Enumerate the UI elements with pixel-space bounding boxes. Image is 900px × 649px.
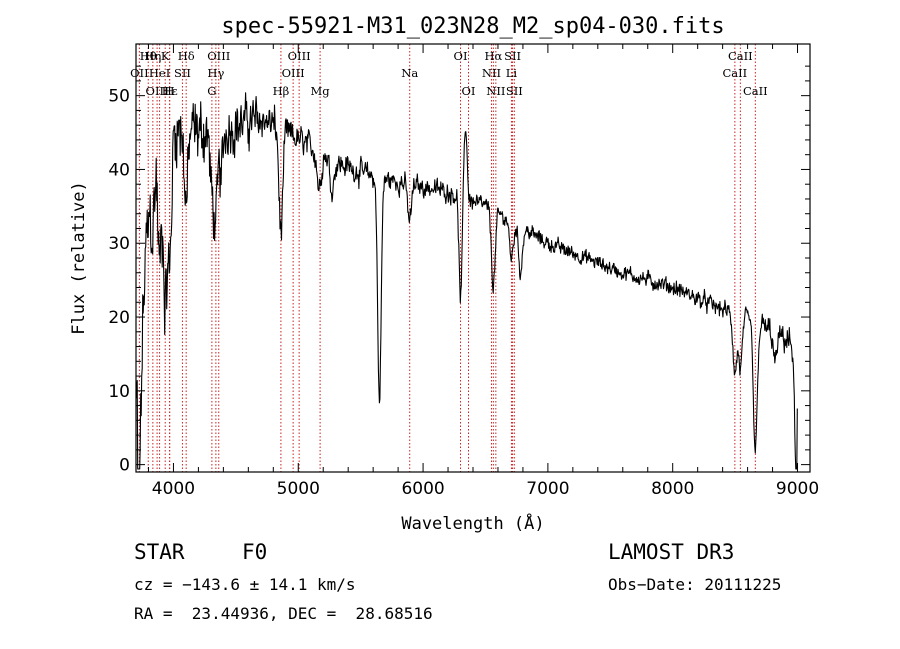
line-markers	[138, 44, 756, 472]
object-class: STAR	[134, 540, 185, 564]
line-label: OIII	[288, 49, 311, 63]
line-label: Hδ	[178, 49, 195, 63]
line-label: Li	[506, 66, 518, 80]
y-axis-label: Flux (relative)	[69, 181, 89, 335]
y-tick-label: 50	[108, 87, 130, 107]
line-label: Na	[401, 66, 418, 80]
line-label: OIII	[282, 66, 305, 80]
line-label: SII	[506, 84, 523, 98]
x-axis-label: Wavelength (Å)	[401, 512, 544, 534]
line-label: NII	[486, 84, 505, 98]
y-tick-label: 0	[119, 456, 130, 476]
line-label: CaII	[743, 84, 768, 98]
line-label: OIII	[146, 84, 169, 98]
line-label: NII	[482, 66, 501, 80]
y-axis-ticks: 0 10 20 30 40 50	[108, 65, 810, 476]
spectrum-chart: spec-55921-M31_023N28_M2_sp04-030.fits O…	[69, 14, 819, 534]
y-tick-label: 20	[108, 308, 130, 328]
spectrum-line	[135, 92, 798, 470]
line-label: HeI	[149, 66, 170, 80]
line-label: SII	[174, 66, 191, 80]
x-tick-label: 7000	[526, 479, 569, 499]
y-tick-label: 40	[108, 160, 130, 180]
survey-name: LAMOST DR3	[608, 540, 735, 564]
line-label: Hβ	[273, 84, 290, 98]
line-label: OI	[462, 84, 476, 98]
y-tick-label: 10	[108, 382, 130, 402]
x-tick-label: 4000	[152, 479, 195, 499]
line-label: Hα	[484, 49, 502, 63]
line-label: Mg	[311, 84, 331, 98]
line-label: OI	[454, 49, 468, 63]
y-tick-label: 30	[108, 234, 130, 254]
line-label: G	[207, 84, 216, 98]
line-label: CaII	[722, 66, 747, 80]
plot-frame	[135, 43, 811, 473]
redshift-cz: cz = −143.6 ± 14.1 km/s	[134, 575, 356, 594]
line-label: Hη	[144, 49, 161, 63]
line-label: K	[161, 49, 170, 63]
coordinates: RA = 23.44936, DEC = 28.68516	[134, 604, 433, 623]
x-tick-label: 9000	[776, 479, 819, 499]
line-label: CaII	[728, 49, 753, 63]
line-label: Hγ	[207, 66, 224, 80]
x-tick-label: 5000	[277, 479, 320, 499]
line-labels: OII Hθ OIII Hη HeI K HHε SII Hδ OIII Hγ G Hβ OIII OIII…	[130, 49, 768, 98]
x-tick-label: 8000	[651, 479, 694, 499]
chart-title: spec-55921-M31_023N28_M2_sp04-030.fits	[221, 14, 724, 39]
x-axis-ticks: 4000 5000 6000 7000 8000 9000	[147, 44, 819, 499]
subclass: F0	[242, 540, 268, 564]
x-tick-label: 6000	[401, 479, 444, 499]
line-label: H	[165, 84, 175, 98]
line-label: Hε	[162, 84, 178, 98]
line-label: OII	[130, 66, 149, 80]
observation-date: Obs−Date: 20111225	[608, 575, 782, 594]
line-label: Hθ	[140, 49, 157, 63]
line-label: SII	[504, 49, 521, 63]
line-label: OIII	[207, 49, 230, 63]
